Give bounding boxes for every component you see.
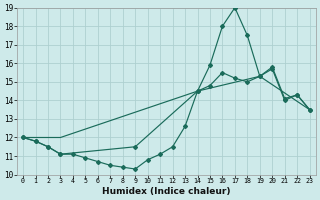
X-axis label: Humidex (Indice chaleur): Humidex (Indice chaleur) bbox=[102, 187, 231, 196]
